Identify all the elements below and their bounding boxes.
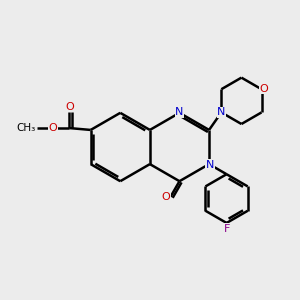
Text: O: O [260,84,268,94]
Text: CH₃: CH₃ [16,123,35,133]
Text: O: O [162,192,170,202]
Text: O: O [65,102,74,112]
Text: N: N [206,160,214,170]
Text: O: O [49,123,57,133]
Text: F: F [224,224,230,234]
Text: N: N [217,107,226,117]
Text: N: N [175,107,184,117]
